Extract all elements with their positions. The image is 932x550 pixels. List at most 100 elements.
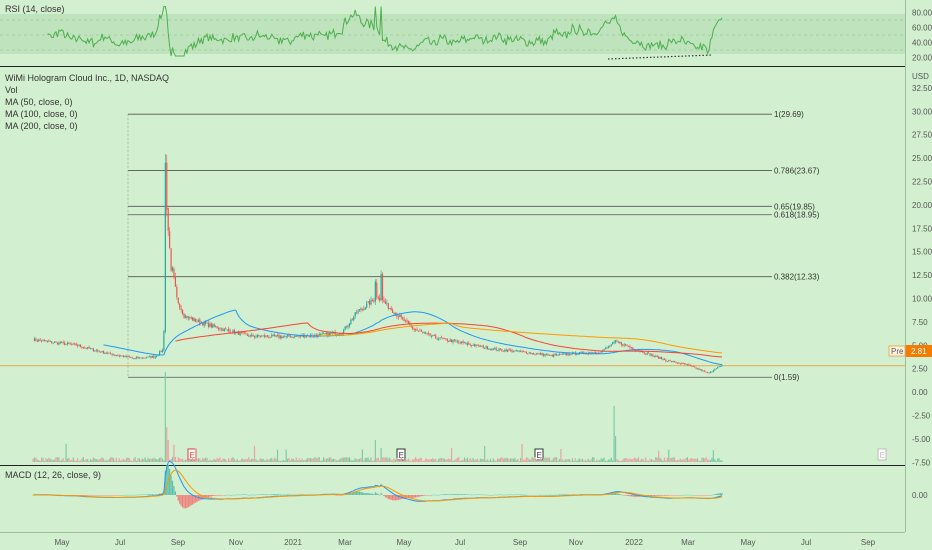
- volume-bar: [501, 457, 503, 462]
- volume-bar: [429, 459, 431, 462]
- macd-histogram-bar: [704, 495, 706, 496]
- candle: [217, 328, 220, 330]
- macd-histogram-bar: [489, 494, 492, 496]
- volume-bar: [95, 459, 97, 462]
- candle: [183, 313, 185, 318]
- macd-histogram-bar: [212, 495, 214, 497]
- candle: [284, 336, 286, 338]
- macd-histogram-bar: [123, 494, 125, 496]
- candle: [512, 351, 515, 353]
- volume-bar: [535, 459, 538, 462]
- macd-histogram-bar: [389, 495, 391, 500]
- candle: [38, 339, 40, 342]
- macd-histogram-bar: [396, 495, 398, 501]
- volume-bar: [709, 459, 712, 462]
- volume-bar: [698, 460, 700, 462]
- volume-bar: [718, 458, 720, 462]
- earnings-marker-3[interactable]: E: [877, 448, 887, 461]
- macd-histogram-bar: [371, 493, 374, 495]
- macd-histogram-bar: [515, 494, 517, 496]
- volume-bar: [121, 459, 123, 462]
- candle: [85, 348, 87, 349]
- volume-bar: [650, 459, 653, 462]
- macd-tick-0: 0.00: [912, 491, 928, 500]
- macd-histogram-bar: [286, 494, 289, 495]
- volume-bar: [334, 459, 336, 462]
- volume-bar: [246, 459, 248, 462]
- candle: [448, 341, 450, 342]
- candle: [335, 334, 338, 336]
- candle: [669, 360, 671, 362]
- volume-bar: [179, 458, 181, 462]
- macd-histogram-bar: [481, 494, 483, 496]
- volume-bar: [160, 457, 162, 462]
- volume-bar: [353, 460, 355, 462]
- volume-bar: [534, 457, 536, 462]
- macd-histogram-bar: [438, 494, 440, 496]
- macd-histogram-bar: [488, 494, 490, 496]
- volume-bar: [640, 459, 643, 462]
- volume-bar: [361, 449, 363, 462]
- candle: [294, 335, 296, 338]
- volume-bar: [315, 458, 317, 462]
- volume-bar: [666, 457, 668, 462]
- volume-bar: [658, 450, 660, 462]
- candle: [330, 333, 332, 335]
- time-tick-12: May: [740, 538, 755, 547]
- volume-bar: [284, 460, 286, 462]
- ma200-line: [319, 322, 723, 354]
- volume-bar: [668, 449, 670, 462]
- candle: [212, 324, 214, 328]
- macd-histogram-bar: [266, 494, 269, 495]
- candle: [353, 316, 355, 321]
- candle: [233, 330, 235, 334]
- volume-bar: [669, 457, 671, 462]
- volume-bar: [567, 459, 569, 462]
- macd-histogram-bar: [413, 495, 415, 498]
- macd-histogram-bar: [261, 494, 263, 495]
- macd-histogram-bar: [370, 493, 372, 495]
- volume-bar: [417, 458, 420, 462]
- candle: [545, 354, 548, 356]
- macd-histogram-bar: [361, 492, 363, 495]
- volume-bar: [229, 460, 231, 462]
- candle: [566, 353, 568, 355]
- volume-bar: [322, 457, 325, 462]
- volume-layer: [32, 372, 723, 462]
- earnings-marker-2[interactable]: E: [534, 448, 544, 461]
- macd-histogram-bar: [632, 495, 634, 497]
- macd-histogram-bar: [255, 494, 257, 496]
- macd-histogram-bar: [243, 494, 246, 495]
- macd-histogram-bar: [425, 495, 427, 496]
- macd-histogram-bar: [386, 495, 388, 498]
- volume-bar: [115, 457, 118, 462]
- candle: [544, 354, 546, 356]
- candle: [622, 344, 624, 346]
- candle: [461, 341, 463, 343]
- candle: [357, 310, 359, 313]
- macd-histogram-bar: [692, 494, 694, 496]
- volume-bar: [130, 460, 132, 462]
- macd-signal-line: [33, 469, 723, 502]
- volume-bar: [166, 427, 168, 462]
- volume-bar: [94, 458, 96, 462]
- macd-histogram-bar: [225, 494, 227, 496]
- volume-bar: [399, 459, 401, 462]
- macd-histogram-bar: [374, 492, 376, 495]
- candle: [386, 302, 388, 304]
- volume-bar: [596, 459, 598, 462]
- volume-bar: [425, 458, 427, 462]
- volume-bar: [455, 459, 457, 462]
- fib-label-3: 0.618(18.95): [774, 211, 820, 220]
- candle: [499, 348, 502, 350]
- volume-bar: [626, 458, 628, 462]
- candle: [134, 357, 136, 359]
- candle: [521, 351, 523, 353]
- macd-histogram-bar: [92, 495, 95, 496]
- indicator-ma200: MA (200, close, 0): [5, 121, 78, 131]
- candle: [61, 342, 63, 343]
- candle: [604, 348, 607, 349]
- macd-histogram-bar: [184, 495, 187, 509]
